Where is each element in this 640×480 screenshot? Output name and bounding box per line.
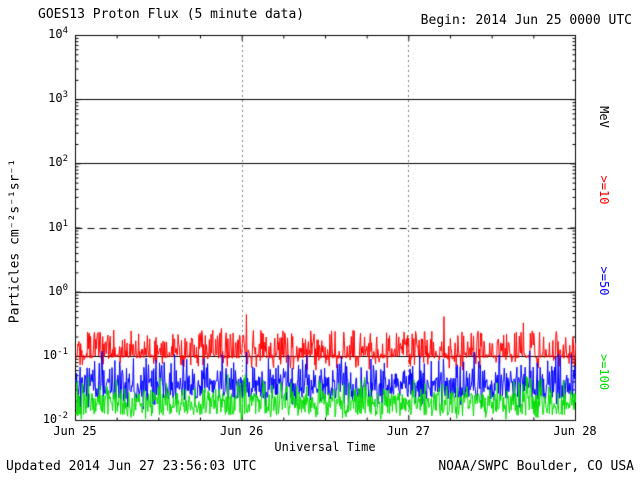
- data-source-credit: NOAA/SWPC Boulder, CO USA: [438, 459, 634, 474]
- x-tick-label: Jun 25: [53, 424, 97, 438]
- series-label-50: >=50: [597, 266, 611, 296]
- chart-title: GOES13 Proton Flux (5 minute data): [38, 7, 305, 22]
- right-axis-unit-label: MeV: [597, 106, 611, 128]
- y-tick-label: 102: [48, 154, 68, 170]
- updated-timestamp: Updated 2014 Jun 27 23:56:03 UTC: [6, 459, 257, 474]
- begin-timestamp: Begin: 2014 Jun 25 0000 UTC: [420, 13, 632, 28]
- series-label-100: >=100: [597, 353, 611, 391]
- y-tick-label: 104: [48, 26, 68, 41]
- x-tick-label: Jun 28: [553, 424, 597, 438]
- y-tick-label: 10-1: [42, 346, 68, 362]
- x-axis-label: Universal Time: [274, 440, 376, 454]
- x-tick-label: Jun 27: [386, 424, 430, 438]
- x-tick-label: Jun 26: [219, 424, 264, 438]
- series-label-10: >=10: [597, 175, 611, 205]
- y-axis-label: Particles cm⁻²s⁻¹sr⁻¹: [7, 158, 23, 324]
- y-tick-label: 100: [48, 282, 68, 298]
- y-tick-label: 10-2: [42, 411, 68, 426]
- y-tick-label: 103: [48, 90, 68, 106]
- y-tick-label: 101: [48, 218, 68, 234]
